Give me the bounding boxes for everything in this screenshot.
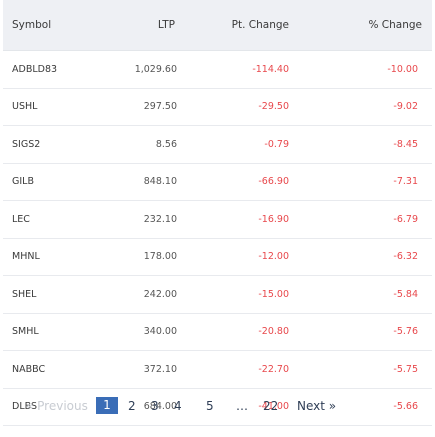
next-page-link[interactable]: Next » xyxy=(297,399,337,413)
ltp-cell: 848.10 xyxy=(98,163,198,201)
pct-change-cell: -6.79 xyxy=(315,200,432,239)
pt-change-column-header[interactable]: Pt. Change xyxy=(198,0,315,51)
pct-change-cell: -5.84 xyxy=(315,275,432,314)
ltp-cell: 8.56 xyxy=(98,125,198,164)
pct-change-cell: -10.00 xyxy=(315,50,432,89)
pagination: « Previous 1 2 3 4 5 … 22 Next » xyxy=(0,393,435,421)
ltp-cell: 178.00 xyxy=(98,238,198,276)
ltp-cell: 242.00 xyxy=(98,275,198,314)
pct-change-cell: -5.75 xyxy=(315,350,432,389)
pt-change-cell: -20.80 xyxy=(198,313,315,351)
pct-change-cell: -8.45 xyxy=(315,125,432,164)
pct-change-cell: -6.32 xyxy=(315,238,432,276)
ltp-cell: 340.00 xyxy=(98,313,198,351)
table-row: USHL 297.50 -29.50 -9.02 xyxy=(3,88,432,126)
symbol-cell[interactable]: MHNL xyxy=(3,238,98,276)
symbol-column-header[interactable]: Symbol xyxy=(3,0,98,51)
pt-change-cell: -12.00 xyxy=(198,238,315,276)
table-row: GILB 848.10 -66.90 -7.31 xyxy=(3,163,432,201)
pct-change-cell: -5.76 xyxy=(315,313,432,351)
symbol-cell[interactable]: SIGS2 xyxy=(3,125,98,164)
page-link-4[interactable]: 4 xyxy=(174,399,182,413)
pt-change-cell: -29.50 xyxy=(198,88,315,126)
table-row: SIGS2 8.56 -0.79 -8.45 xyxy=(3,125,432,164)
symbol-cell[interactable]: NABBC xyxy=(3,350,98,389)
pct-change-column-header[interactable]: % Change xyxy=(315,0,432,51)
table-row: NABBC 372.10 -22.70 -5.75 xyxy=(3,350,432,389)
pct-change-cell: -7.31 xyxy=(315,163,432,201)
page-link-5[interactable]: 5 xyxy=(206,399,214,413)
ltp-cell: 232.10 xyxy=(98,200,198,239)
current-page-button[interactable]: 1 xyxy=(96,397,118,414)
table-row: ADBLD83 1,029.60 -114.40 -10.00 xyxy=(3,50,432,89)
table-row: SMHL 340.00 -20.80 -5.76 xyxy=(3,313,432,351)
symbol-cell[interactable]: SMHL xyxy=(3,313,98,351)
symbol-cell[interactable]: ADBLD83 xyxy=(3,50,98,89)
losers-table: Symbol LTP Pt. Change % Change ADBLD83 1… xyxy=(3,0,432,426)
symbol-cell[interactable]: USHL xyxy=(3,88,98,126)
ltp-column-header[interactable]: LTP xyxy=(98,0,198,51)
pct-change-cell: -9.02 xyxy=(315,88,432,126)
ltp-cell: 297.50 xyxy=(98,88,198,126)
table-row: MHNL 178.00 -12.00 -6.32 xyxy=(3,238,432,276)
symbol-cell[interactable]: LEC xyxy=(3,200,98,239)
symbol-cell[interactable]: DLBS xyxy=(3,388,98,426)
ltp-cell: 372.10 xyxy=(98,350,198,389)
pt-change-cell: -66.90 xyxy=(198,163,315,201)
pt-change-cell: -41.00 xyxy=(198,388,315,426)
pt-change-cell: -16.90 xyxy=(198,200,315,239)
symbol-cell[interactable]: SHEL xyxy=(3,275,98,314)
page-link-3[interactable]: 3 xyxy=(151,399,159,413)
table-row: SHEL 242.00 -15.00 -5.84 xyxy=(3,275,432,314)
previous-page-link[interactable]: « Previous xyxy=(26,399,88,413)
pt-change-cell: -114.40 xyxy=(198,50,315,89)
table-header-row: Symbol LTP Pt. Change % Change xyxy=(3,0,432,51)
pt-change-cell: -22.70 xyxy=(198,350,315,389)
pt-change-cell: -0.79 xyxy=(198,125,315,164)
symbol-cell[interactable]: GILB xyxy=(3,163,98,201)
pt-change-cell: -15.00 xyxy=(198,275,315,314)
pagination-ellipsis: … xyxy=(236,399,248,413)
pct-change-cell: -5.66 xyxy=(315,388,432,426)
page-link-2[interactable]: 2 xyxy=(128,399,136,413)
page-link-last[interactable]: 22 xyxy=(263,399,279,413)
ltp-cell: 1,029.60 xyxy=(98,50,198,89)
table-row: LEC 232.10 -16.90 -6.79 xyxy=(3,200,432,239)
